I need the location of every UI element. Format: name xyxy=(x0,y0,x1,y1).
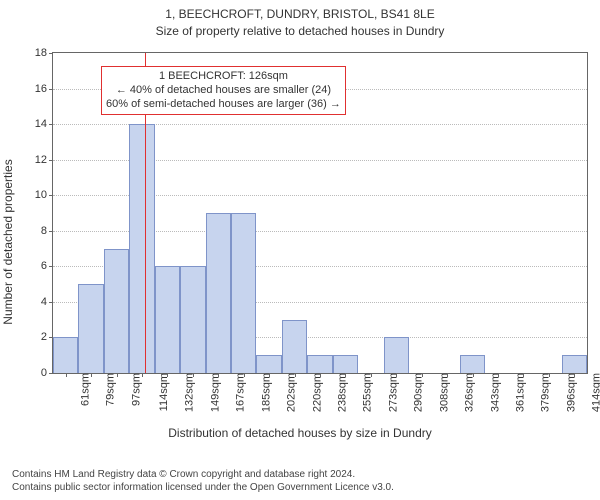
y-tick-label: 14 xyxy=(35,118,53,130)
x-tick-mark xyxy=(371,373,372,377)
x-tick-mark xyxy=(498,373,499,377)
y-tick-label: 0 xyxy=(41,367,53,379)
x-tick-label: 414sqm xyxy=(585,373,600,412)
x-tick-label: 61sqm xyxy=(73,373,91,406)
x-tick-label: 326sqm xyxy=(458,373,476,412)
annotation-line: ← 40% of detached houses are smaller (24… xyxy=(106,83,341,97)
plot-area: 02468101214161861sqm79sqm97sqm114sqm132s… xyxy=(52,52,588,374)
x-tick-label: 132sqm xyxy=(178,373,196,412)
x-axis-label: Distribution of detached houses by size … xyxy=(168,426,431,440)
x-tick-mark xyxy=(142,373,143,377)
x-tick-label: 255sqm xyxy=(356,373,374,412)
x-tick-mark xyxy=(117,373,118,377)
footer-line1: Contains HM Land Registry data © Crown c… xyxy=(12,468,394,481)
histogram-bar xyxy=(256,355,281,373)
y-tick-label: 12 xyxy=(35,154,53,166)
x-tick-mark xyxy=(549,373,550,377)
chart-title-line2: Size of property relative to detached ho… xyxy=(0,23,600,40)
histogram-bar xyxy=(231,213,256,373)
x-tick-mark xyxy=(244,373,245,377)
histogram-bar xyxy=(155,266,180,373)
y-tick-label: 6 xyxy=(41,260,53,272)
footer-line2: Contains public sector information licen… xyxy=(12,481,394,494)
x-tick-label: 167sqm xyxy=(229,373,247,412)
histogram-bar xyxy=(129,124,154,373)
x-tick-mark xyxy=(320,373,321,377)
histogram-bar xyxy=(53,337,78,373)
x-tick-label: 202sqm xyxy=(280,373,298,412)
y-tick-label: 16 xyxy=(35,83,53,95)
x-tick-label: 290sqm xyxy=(407,373,425,412)
x-tick-mark xyxy=(396,373,397,377)
x-tick-label: 238sqm xyxy=(331,373,349,412)
x-tick-label: 220sqm xyxy=(305,373,323,412)
annotation-line: 1 BEECHCROFT: 126sqm xyxy=(106,69,341,83)
x-tick-label: 114sqm xyxy=(152,373,170,411)
histogram-bar xyxy=(384,337,409,373)
x-tick-mark xyxy=(422,373,423,377)
y-tick-label: 8 xyxy=(41,225,53,237)
x-tick-mark xyxy=(473,373,474,377)
x-tick-mark xyxy=(167,373,168,377)
histogram-bar xyxy=(78,284,103,373)
histogram-bar xyxy=(562,355,587,373)
x-tick-mark xyxy=(295,373,296,377)
histogram-bar xyxy=(333,355,358,373)
y-tick-label: 18 xyxy=(35,47,53,59)
x-tick-mark xyxy=(447,373,448,377)
x-tick-label: 97sqm xyxy=(124,373,142,406)
x-tick-label: 273sqm xyxy=(381,373,399,412)
y-axis-label: Number of detached properties xyxy=(1,159,15,324)
x-tick-label: 149sqm xyxy=(203,373,221,412)
x-tick-mark xyxy=(345,373,346,377)
y-tick-label: 10 xyxy=(35,189,53,201)
x-tick-mark xyxy=(269,373,270,377)
attribution-footer: Contains HM Land Registry data © Crown c… xyxy=(12,468,394,494)
x-tick-label: 379sqm xyxy=(534,373,552,412)
x-tick-mark xyxy=(218,373,219,377)
x-tick-mark xyxy=(193,373,194,377)
y-tick-label: 4 xyxy=(41,296,53,308)
x-tick-label: 185sqm xyxy=(254,373,272,412)
histogram-bar xyxy=(104,249,129,373)
annotation-box: 1 BEECHCROFT: 126sqm← 40% of detached ho… xyxy=(101,66,346,115)
x-tick-mark xyxy=(574,373,575,377)
histogram-bar xyxy=(206,213,231,373)
x-tick-label: 361sqm xyxy=(509,373,527,412)
x-tick-label: 79sqm xyxy=(99,373,117,406)
annotation-line: 60% of semi-detached houses are larger (… xyxy=(106,97,341,111)
chart-container: Number of detached properties 0246810121… xyxy=(0,42,600,442)
x-tick-mark xyxy=(91,373,92,377)
x-tick-mark xyxy=(66,373,67,377)
histogram-bar xyxy=(307,355,332,373)
histogram-bar xyxy=(282,320,307,373)
x-tick-label: 343sqm xyxy=(483,373,501,412)
histogram-bar xyxy=(460,355,485,373)
x-tick-label: 308sqm xyxy=(432,373,450,412)
x-tick-label: 396sqm xyxy=(559,373,577,412)
histogram-bar xyxy=(180,266,205,373)
y-tick-label: 2 xyxy=(41,331,53,343)
x-tick-mark xyxy=(523,373,524,377)
chart-title-line1: 1, BEECHCROFT, DUNDRY, BRISTOL, BS41 8LE xyxy=(0,6,600,23)
